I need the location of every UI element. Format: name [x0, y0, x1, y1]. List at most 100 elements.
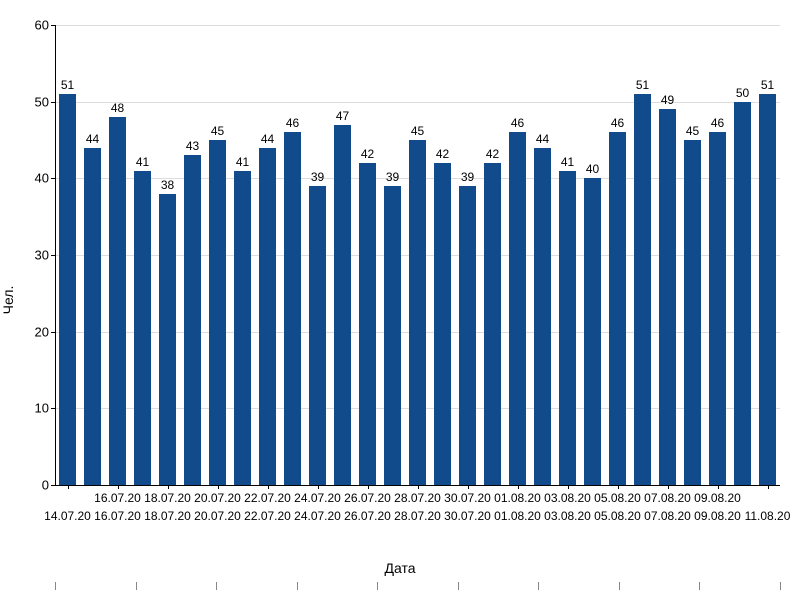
bar-value-label: 51	[61, 78, 74, 94]
gridline	[55, 25, 780, 26]
x-tick-label: 09.08.20	[694, 491, 741, 505]
bar-value-label: 44	[86, 132, 99, 148]
major-x-tick-mark	[297, 582, 298, 590]
bar	[484, 163, 502, 485]
y-tick-label: 20	[35, 324, 55, 339]
y-tick-label: 50	[35, 94, 55, 109]
x-tick-label: 20.07.20	[194, 509, 241, 523]
x-tick-label: 26.07.20	[344, 509, 391, 523]
bar-value-label: 51	[636, 78, 649, 94]
bar	[184, 155, 202, 485]
bar	[234, 171, 252, 485]
bar-value-label: 45	[411, 124, 424, 140]
x-tick-mark	[718, 485, 719, 489]
bar-value-label: 42	[436, 147, 449, 163]
major-x-tick-mark	[216, 582, 217, 590]
y-axis	[55, 25, 56, 485]
major-x-tick-mark	[619, 582, 620, 590]
x-tick-label: 22.07.20	[244, 491, 291, 505]
x-tick-mark	[768, 485, 769, 489]
bar-value-label: 40	[586, 162, 599, 178]
y-tick-label: 30	[35, 248, 55, 263]
bar-value-label: 41	[136, 155, 149, 171]
x-tick-label: 18.07.20	[144, 491, 191, 505]
x-tick-mark	[518, 485, 519, 489]
bar-value-label: 45	[686, 124, 699, 140]
x-axis-label: Дата	[384, 560, 415, 576]
bar	[734, 102, 752, 485]
x-tick-label: 05.08.20	[594, 491, 641, 505]
bar	[584, 178, 602, 485]
bar	[134, 171, 152, 485]
bar	[59, 94, 77, 485]
y-axis-label: Чел.	[0, 286, 16, 315]
bar	[384, 186, 402, 485]
bar-value-label: 41	[236, 155, 249, 171]
bar	[759, 94, 777, 485]
bar	[559, 171, 577, 485]
x-tick-mark	[268, 485, 269, 489]
major-x-tick-mark	[699, 582, 700, 590]
x-tick-label: 01.08.20	[494, 509, 541, 523]
x-tick-label: 28.07.20	[394, 509, 441, 523]
x-tick-label: 05.08.20	[594, 509, 641, 523]
major-x-tick-mark	[377, 582, 378, 590]
x-tick-label: 03.08.20	[544, 509, 591, 523]
x-tick-label: 16.07.20	[94, 491, 141, 505]
x-tick-label: 24.07.20	[294, 491, 341, 505]
bar-value-label: 43	[186, 139, 199, 155]
x-tick-label: 20.07.20	[194, 491, 241, 505]
bar-value-label: 50	[736, 86, 749, 102]
major-x-tick-mark	[780, 582, 781, 590]
bar	[709, 132, 727, 485]
bar-value-label: 44	[536, 132, 549, 148]
x-tick-mark	[368, 485, 369, 489]
bar	[309, 186, 327, 485]
bar-value-label: 44	[261, 132, 274, 148]
bar-value-label: 39	[311, 170, 324, 186]
x-tick-label: 22.07.20	[244, 509, 291, 523]
bar	[359, 163, 377, 485]
x-tick-label: 30.07.20	[444, 509, 491, 523]
bar-chart: Чел. Дата 010203040506051444841384345414…	[0, 0, 800, 600]
major-x-tick-mark	[458, 582, 459, 590]
x-tick-label: 24.07.20	[294, 509, 341, 523]
major-x-tick-mark	[538, 582, 539, 590]
bar	[434, 163, 452, 485]
bar-value-label: 51	[761, 78, 774, 94]
bar	[84, 148, 102, 485]
x-tick-mark	[218, 485, 219, 489]
plot-area: 0102030405060514448413843454144463947423…	[55, 25, 780, 485]
x-tick-label: 01.08.20	[494, 491, 541, 505]
bar-value-label: 49	[661, 93, 674, 109]
bar-value-label: 46	[286, 116, 299, 132]
y-tick-label: 60	[35, 18, 55, 33]
bar	[284, 132, 302, 485]
major-x-tick-mark	[55, 582, 56, 590]
bar-value-label: 47	[336, 109, 349, 125]
x-tick-mark	[68, 485, 69, 489]
bar-value-label: 48	[111, 101, 124, 117]
x-tick-label: 14.07.20	[44, 509, 91, 523]
bar	[109, 117, 127, 485]
bar	[334, 125, 352, 485]
bar	[209, 140, 227, 485]
bar	[534, 148, 552, 485]
bar-value-label: 41	[561, 155, 574, 171]
x-tick-label: 18.07.20	[144, 509, 191, 523]
bar	[659, 109, 677, 485]
bar	[509, 132, 527, 485]
major-x-tick-mark	[136, 582, 137, 590]
x-tick-label: 03.08.20	[544, 491, 591, 505]
bar	[259, 148, 277, 485]
bar-value-label: 38	[161, 178, 174, 194]
bar-value-label: 39	[461, 170, 474, 186]
x-tick-label: 30.07.20	[444, 491, 491, 505]
x-tick-mark	[168, 485, 169, 489]
bar	[459, 186, 477, 485]
x-tick-label: 16.07.20	[94, 509, 141, 523]
bar-value-label: 42	[486, 147, 499, 163]
x-tick-mark	[318, 485, 319, 489]
x-tick-mark	[668, 485, 669, 489]
bar-value-label: 46	[511, 116, 524, 132]
